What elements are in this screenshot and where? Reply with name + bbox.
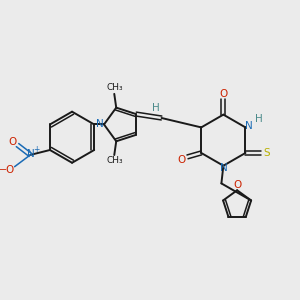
Text: O: O: [5, 165, 14, 175]
Text: −: −: [0, 165, 7, 175]
Text: S: S: [264, 148, 270, 158]
Text: CH₃: CH₃: [107, 83, 124, 92]
Text: N: N: [96, 119, 104, 130]
Text: N: N: [27, 149, 35, 159]
Text: O: O: [233, 180, 241, 190]
Text: CH₃: CH₃: [107, 156, 124, 165]
Text: H: H: [255, 114, 263, 124]
Text: O: O: [178, 155, 186, 165]
Text: H: H: [152, 103, 160, 113]
Text: N: N: [220, 163, 228, 173]
Text: N: N: [244, 122, 252, 131]
Text: O: O: [8, 137, 17, 147]
Text: O: O: [219, 89, 227, 99]
Text: +: +: [33, 145, 39, 154]
